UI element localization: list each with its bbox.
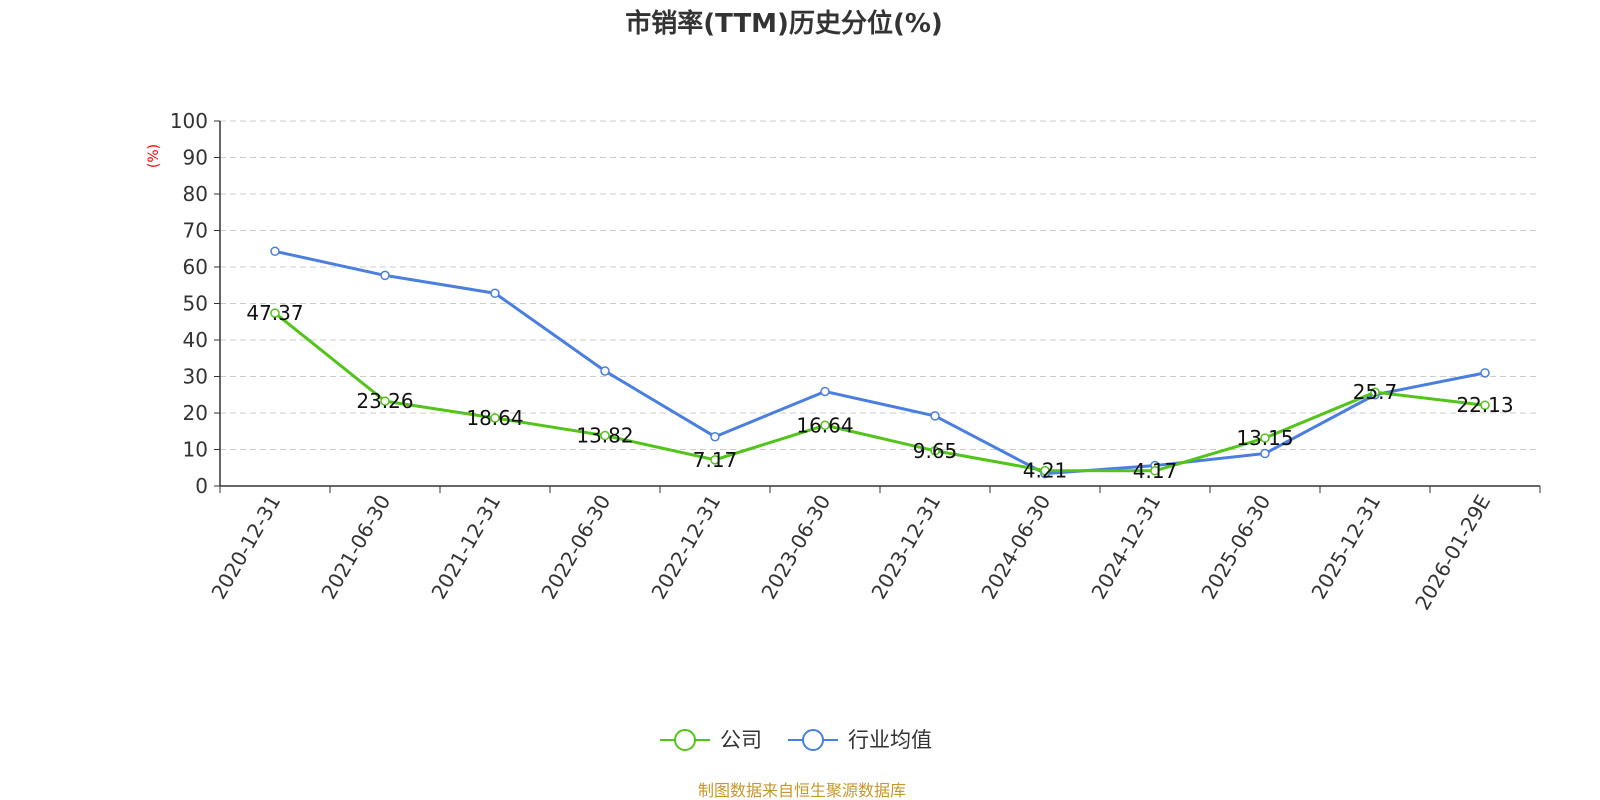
x-tick-label: 2024-12-31: [1086, 491, 1165, 604]
y-tick-label: 100: [170, 109, 208, 133]
data-point-industry-average[interactable]: [820, 386, 830, 397]
series-line-company: [274, 311, 1486, 473]
axes: 0 10 20 30 40 50 60 70 80 90 100 2020-12-31 2021-06-…: [170, 109, 1541, 615]
y-tick-label: 40: [183, 328, 208, 352]
legend-item-company[interactable]: 公司: [660, 728, 762, 752]
series-lines: [270, 246, 1490, 479]
y-axis-label: (%): [146, 144, 162, 168]
y-tick-label: 60: [183, 255, 208, 279]
data-point-company[interactable]: [1370, 387, 1380, 397]
data-labels: 47.37 23.26 18.64 13.82 7.17 16.64 9.65 4.21 4.1…: [246, 301, 1513, 483]
data-label: 25.7: [1353, 380, 1398, 404]
y-tick-label: 10: [183, 438, 208, 462]
data-label: 4.21: [1023, 459, 1068, 483]
data-label: 4.17: [1133, 459, 1178, 483]
data-label: 13.82: [576, 424, 633, 448]
data-label: 9.65: [913, 439, 958, 463]
data-point-company[interactable]: [600, 430, 610, 441]
x-tick-label: 2023-06-30: [756, 491, 835, 604]
data-point-industry-average[interactable]: [270, 246, 280, 257]
x-tick-label: 2022-06-30: [536, 491, 615, 604]
chart-title: 市销率(TTM)历史分位(%): [625, 8, 943, 39]
data-label: 22.13: [1456, 393, 1513, 417]
grid-lines: [220, 120, 1540, 450]
y-tick-label: 30: [183, 365, 208, 389]
data-label: 18.64: [466, 406, 523, 430]
x-tick-label: 2021-12-31: [426, 491, 505, 604]
y-tick-label: 0: [195, 474, 208, 498]
y-tick-label: 20: [183, 401, 208, 425]
data-label: 7.17: [693, 448, 738, 472]
x-tick-label: 2025-12-31: [1306, 491, 1385, 604]
data-label: 16.64: [796, 413, 853, 437]
y-tick-label: 70: [183, 219, 208, 243]
x-tick-label: 2022-12-31: [646, 491, 725, 604]
data-label: 47.37: [246, 301, 303, 325]
legend: 公司 行业均值: [660, 728, 932, 752]
data-point-company[interactable]: [1040, 465, 1050, 476]
data-point-company[interactable]: [490, 413, 500, 423]
x-tick-label: 2021-06-30: [316, 491, 395, 604]
y-tick-label: 50: [183, 292, 208, 316]
legend-label-industry-average: 行业均值: [848, 728, 932, 752]
x-tick-label: 2020-12-31: [206, 491, 285, 604]
x-tick-label: 2024-06-30: [976, 491, 1055, 604]
data-point-company[interactable]: [270, 308, 280, 318]
data-point-company[interactable]: [820, 420, 830, 431]
data-label: 13.15: [1236, 426, 1293, 450]
data-point-company[interactable]: [1150, 466, 1160, 476]
legend-label-company: 公司: [720, 728, 762, 752]
source-note: 制图数据来自恒生聚源数据库: [698, 781, 906, 800]
data-point-industry-average[interactable]: [380, 270, 390, 281]
data-point-industry-average[interactable]: [600, 366, 610, 376]
data-point-company[interactable]: [1260, 433, 1270, 443]
data-point-company[interactable]: [710, 455, 720, 465]
x-tick-label: 2025-06-30: [1196, 491, 1275, 604]
series-line-industry-average: [274, 249, 1486, 476]
x-tick-label: 2026-01-29E: [1410, 491, 1495, 615]
data-point-company[interactable]: [380, 396, 390, 406]
data-point-industry-average[interactable]: [1260, 448, 1270, 459]
data-point-industry-average[interactable]: [1480, 368, 1490, 378]
data-point-company[interactable]: [930, 446, 940, 456]
y-tick-label: 90: [183, 146, 208, 170]
data-point-industry-average[interactable]: [710, 431, 720, 442]
data-point-industry-average[interactable]: [930, 411, 940, 421]
x-tick-label: 2023-12-31: [866, 491, 945, 604]
y-tick-label: 80: [183, 182, 208, 206]
legend-item-industry-average[interactable]: 行业均值: [788, 728, 932, 752]
data-label: 23.26: [356, 389, 413, 413]
data-point-company[interactable]: [1480, 400, 1490, 410]
data-point-industry-average[interactable]: [490, 288, 500, 299]
